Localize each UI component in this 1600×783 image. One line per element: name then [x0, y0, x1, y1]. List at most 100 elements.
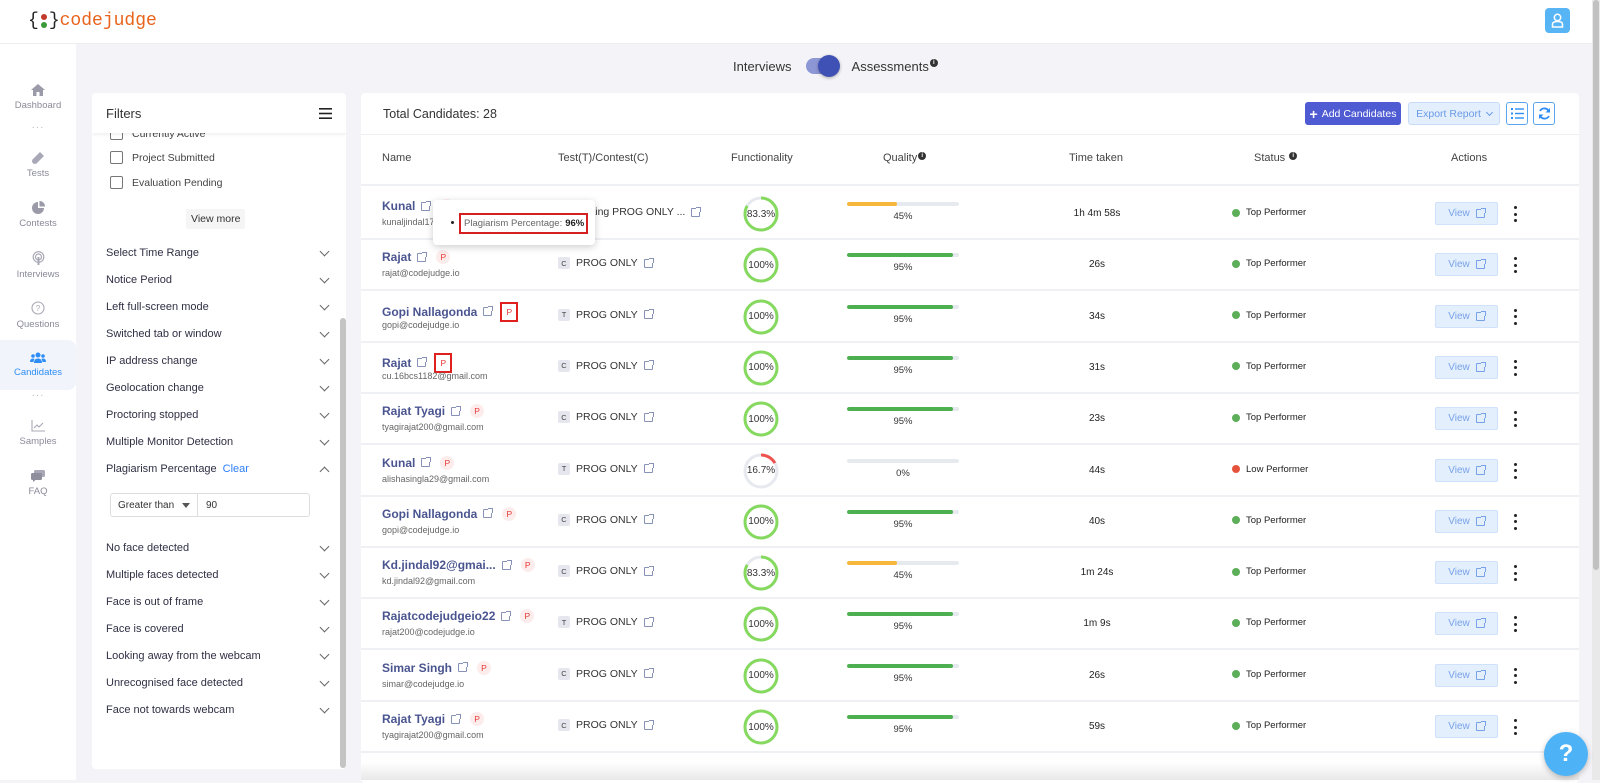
nav-candidates[interactable]: Candidates: [0, 340, 76, 390]
external-link-icon[interactable]: [643, 565, 654, 576]
more-options-icon[interactable]: [1512, 719, 1518, 735]
filter-checkbox-project-submitted[interactable]: Project Submitted: [110, 151, 215, 164]
filter-face-out-of-frame[interactable]: Face is out of frame: [106, 592, 332, 612]
view-button[interactable]: View: [1435, 561, 1498, 585]
external-link-icon[interactable]: [417, 357, 428, 368]
column-status[interactable]: Status i: [1254, 152, 1298, 164]
candidate-name-link[interactable]: Kd.jindal92@gmai... P: [382, 558, 535, 573]
chevron-down-icon[interactable]: [319, 327, 330, 337]
external-link-icon[interactable]: [417, 251, 428, 262]
external-link-icon[interactable]: [643, 616, 654, 627]
filter-multiple-faces[interactable]: Multiple faces detected: [106, 565, 332, 585]
checkbox[interactable]: [110, 176, 123, 189]
filter-left-fullscreen[interactable]: Left full-screen mode: [106, 297, 332, 317]
chevron-down-icon[interactable]: [319, 703, 330, 713]
plagiarism-badge[interactable]: P: [502, 506, 517, 521]
plagiarism-badge[interactable]: P: [500, 301, 519, 322]
add-candidates-button[interactable]: + Add Candidates: [1305, 102, 1401, 125]
percentage-value-input[interactable]: 90: [206, 499, 218, 511]
external-link-icon[interactable]: [483, 508, 494, 519]
filter-multiple-monitor[interactable]: Multiple Monitor Detection: [106, 432, 332, 452]
external-link-icon[interactable]: [643, 309, 654, 320]
chevron-down-icon[interactable]: [319, 649, 330, 659]
clear-filter-link[interactable]: Clear: [222, 463, 249, 475]
view-button[interactable]: View: [1435, 458, 1498, 482]
candidate-name[interactable]: Rajat Tyagi: [382, 404, 446, 419]
view-button[interactable]: View: [1435, 509, 1498, 533]
external-link-icon[interactable]: [643, 411, 654, 422]
more-options-icon[interactable]: [1512, 513, 1518, 530]
external-link-icon[interactable]: [421, 457, 432, 467]
external-link-icon[interactable]: [691, 206, 702, 217]
filter-looking-away[interactable]: Looking away from the webcam: [106, 646, 332, 666]
column-name[interactable]: Name: [382, 152, 412, 164]
toggle-label-assessments[interactable]: Assessments i: [852, 58, 938, 74]
chevron-down-icon[interactable]: [319, 381, 330, 391]
candidate-name-link[interactable]: Kunal P: [382, 455, 455, 470]
external-link-icon[interactable]: [501, 610, 512, 621]
nav-contests[interactable]: Contests: [0, 190, 76, 240]
candidate-name-link[interactable]: Rajat Tyagi P: [382, 404, 485, 419]
chevron-down-icon[interactable]: [319, 246, 330, 256]
plagiarism-badge[interactable]: P: [520, 609, 535, 624]
more-options-icon[interactable]: [1512, 359, 1518, 376]
candidate-name[interactable]: Rajat: [382, 250, 412, 265]
more-options-icon[interactable]: [1512, 616, 1518, 633]
filter-select-time-range[interactable]: Select Time Range: [106, 243, 332, 263]
refresh-button[interactable]: [1533, 102, 1555, 125]
toggle-label-interviews[interactable]: Interviews: [733, 58, 792, 74]
external-link-icon[interactable]: [643, 514, 654, 525]
candidate-name-link[interactable]: Rajat P: [382, 352, 453, 373]
more-options-icon[interactable]: [1512, 308, 1518, 325]
nav-samples[interactable]: Samples: [0, 408, 76, 458]
candidate-name[interactable]: Simar Singh: [382, 660, 453, 675]
view-button[interactable]: View: [1435, 612, 1498, 636]
user-profile-button[interactable]: [1545, 8, 1570, 33]
plagiarism-badge[interactable]: P: [436, 250, 451, 265]
plagiarism-badge[interactable]: P: [477, 660, 492, 675]
candidate-name-link[interactable]: Gopi Nallagonda P: [382, 506, 517, 521]
view-button[interactable]: View: [1435, 715, 1498, 738]
nav-questions[interactable]: ? Questions: [0, 290, 76, 340]
view-button[interactable]: View: [1435, 407, 1498, 431]
column-test-contest[interactable]: Test(T)/Contest(C): [558, 152, 649, 164]
candidate-name-link[interactable]: Rajat Tyagi P: [382, 712, 485, 726]
external-link-icon[interactable]: [451, 405, 462, 416]
nav-interviews[interactable]: Interviews: [0, 240, 76, 290]
column-time-taken[interactable]: Time taken: [1069, 152, 1124, 164]
view-button[interactable]: View: [1435, 663, 1498, 687]
view-button[interactable]: View: [1435, 253, 1498, 277]
filter-unrecognised-face[interactable]: Unrecognised face detected: [106, 673, 332, 693]
checkbox[interactable]: [110, 151, 123, 164]
codejudge-logo[interactable]: { } codejudge: [28, 11, 157, 31]
nav-dashboard[interactable]: Dashboard: [0, 72, 76, 122]
filter-proctoring-stopped[interactable]: Proctoring stopped: [106, 405, 332, 425]
chevron-down-icon[interactable]: [319, 354, 330, 364]
chevron-down-icon[interactable]: [319, 541, 330, 551]
candidate-name[interactable]: Gopi Nallagonda: [382, 506, 478, 521]
filter-face-not-towards[interactable]: Face not towards webcam: [106, 700, 332, 720]
external-link-icon[interactable]: [643, 360, 654, 371]
filter-switched-tab[interactable]: Switched tab or window: [106, 324, 332, 344]
chevron-down-icon[interactable]: [319, 622, 330, 632]
external-link-icon[interactable]: [451, 713, 462, 724]
chevron-down-icon[interactable]: [319, 595, 330, 605]
candidate-name[interactable]: Rajatcodejudgeio22: [382, 609, 496, 624]
operator-select[interactable]: Greater than: [111, 494, 198, 516]
plagiarism-badge[interactable]: P: [470, 404, 485, 419]
more-options-icon[interactable]: [1512, 667, 1518, 684]
filter-ip-address-change[interactable]: IP address change: [106, 351, 332, 371]
view-button[interactable]: View: [1435, 355, 1498, 379]
info-icon[interactable]: i: [929, 58, 938, 67]
candidate-name-link[interactable]: Rajatcodejudgeio22 P: [382, 609, 535, 624]
interviews-assessments-switch[interactable]: [805, 55, 840, 77]
hamburger-menu-icon[interactable]: [319, 107, 332, 119]
candidate-name[interactable]: Kunal: [382, 455, 416, 470]
filter-notice-period[interactable]: Notice Period: [106, 270, 332, 290]
info-icon[interactable]: i: [1289, 152, 1298, 160]
candidate-name-link[interactable]: Rajat P: [382, 250, 451, 265]
external-link-icon[interactable]: [643, 257, 654, 268]
candidate-name[interactable]: Rajat Tyagi: [382, 712, 446, 726]
view-more-button[interactable]: View more: [186, 209, 246, 229]
candidate-name[interactable]: Rajat: [382, 355, 412, 370]
